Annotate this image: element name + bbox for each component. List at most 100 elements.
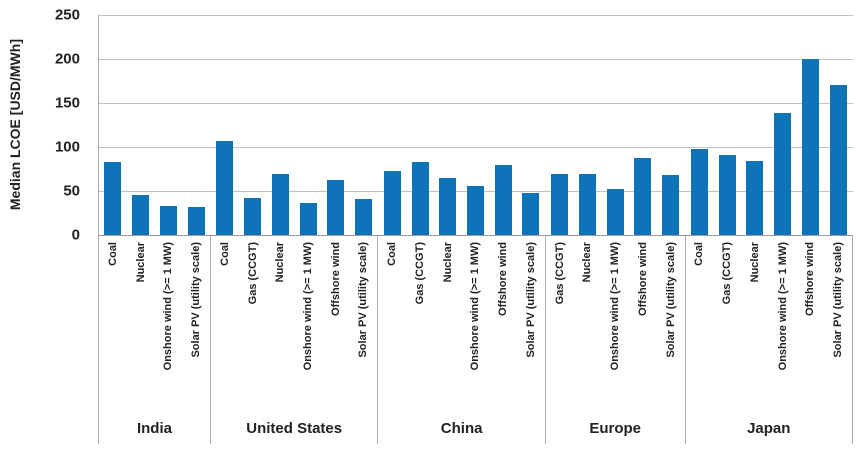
category-label-slot: Solar PV (utility scale) bbox=[824, 242, 852, 412]
bar-united-states-offshore-wind bbox=[327, 179, 345, 235]
bar-india-nuclear bbox=[132, 195, 150, 235]
category-label-slot: Solar PV (utility scale) bbox=[517, 242, 545, 412]
plot-wrap: Coal Nuclear Onshore wind (>= 1 MW) Solar P… bbox=[98, 15, 853, 444]
category-label-slot: Coal bbox=[99, 242, 127, 412]
y-tick-label-200: 200 bbox=[54, 50, 80, 68]
category-label-nuclear: Nuclear bbox=[748, 242, 761, 283]
bar-japan-coal bbox=[690, 148, 708, 235]
category-label-nuclear: Nuclear bbox=[441, 242, 454, 283]
bar-united-states-coal bbox=[216, 140, 234, 235]
bar-japan-offshore-wind bbox=[801, 59, 819, 235]
category-label-gas-ccgt: Gas (CCGT) bbox=[413, 242, 426, 305]
bar-india-coal bbox=[104, 161, 122, 235]
category-label-slot: Offshore wind bbox=[796, 242, 824, 412]
bar-slot bbox=[378, 15, 406, 235]
category-label-row: Gas (CCGT) Nuclear Onshore wind (>= 1 MW) O… bbox=[546, 235, 685, 412]
bar-japan-gas-ccgt bbox=[718, 154, 736, 235]
x-group-china: Coal Gas (CCGT) Nuclear Onshore wind (>= 1 … bbox=[377, 235, 544, 444]
bar-slot bbox=[824, 15, 852, 235]
y-tick-label-50: 50 bbox=[63, 182, 80, 200]
bar-china-coal bbox=[383, 170, 401, 235]
category-label-onshore-wind-1-mw: Onshore wind (>= 1 MW) bbox=[469, 242, 482, 371]
y-tick-label-150: 150 bbox=[54, 94, 80, 112]
bar-china-onshore-wind-1-mw bbox=[466, 185, 484, 235]
bar-slot bbox=[294, 15, 322, 235]
bar-europe-offshore-wind bbox=[634, 157, 652, 235]
category-label-coal: Coal bbox=[218, 242, 231, 266]
bar-china-solar-pv-utility-scale bbox=[522, 192, 540, 235]
category-label-slot: Offshore wind bbox=[322, 242, 350, 412]
bar-slot bbox=[629, 15, 657, 235]
category-label-slot: Solar PV (utility scale) bbox=[182, 242, 210, 412]
bar-slot bbox=[322, 15, 350, 235]
bar-europe-nuclear bbox=[578, 174, 596, 235]
category-label-slot: Nuclear bbox=[574, 242, 602, 412]
bar-slot bbox=[574, 15, 602, 235]
bar-slot bbox=[601, 15, 629, 235]
category-label-coal: Coal bbox=[106, 242, 119, 266]
category-label-offshore-wind: Offshore wind bbox=[636, 242, 649, 316]
category-label-slot: Offshore wind bbox=[629, 242, 657, 412]
category-label-slot: Nuclear bbox=[741, 242, 769, 412]
category-label-slot: Solar PV (utility scale) bbox=[350, 242, 378, 412]
category-label-slot: Gas (CCGT) bbox=[239, 242, 267, 412]
x-group-united-states: Coal Gas (CCGT) Nuclear Onshore wind (>= 1 … bbox=[209, 235, 378, 444]
gridline-200 bbox=[98, 59, 853, 60]
category-label-row: Coal Gas (CCGT) Nuclear Onshore wind (>= 1 … bbox=[686, 235, 852, 412]
bar-slot bbox=[741, 15, 769, 235]
bar-slot bbox=[155, 15, 183, 235]
category-label-nuclear: Nuclear bbox=[274, 242, 287, 283]
bar-india-solar-pv-utility-scale bbox=[187, 206, 205, 235]
bar-united-states-solar-pv-utility-scale bbox=[355, 198, 372, 235]
group-label-japan: Japan bbox=[747, 419, 791, 437]
plot-group-japan bbox=[685, 15, 852, 235]
bar-slot bbox=[434, 15, 462, 235]
category-label-slot: Gas (CCGT) bbox=[546, 242, 574, 412]
y-tick-label-250: 250 bbox=[54, 6, 80, 24]
y-tick-label-100: 100 bbox=[54, 138, 80, 156]
bar-japan-onshore-wind-1-mw bbox=[774, 112, 792, 235]
gridline-150 bbox=[98, 103, 853, 104]
group-label-india: India bbox=[136, 419, 172, 437]
category-label-coal: Coal bbox=[386, 242, 399, 266]
category-label-slot: Coal bbox=[686, 242, 714, 412]
bar-united-states-onshore-wind-1-mw bbox=[299, 203, 317, 235]
plot-group-india bbox=[98, 15, 210, 235]
category-label-slot: Solar PV (utility scale) bbox=[657, 242, 685, 412]
category-label-onshore-wind-1-mw: Onshore wind (>= 1 MW) bbox=[162, 242, 175, 371]
x-group-europe: Gas (CCGT) Nuclear Onshore wind (>= 1 MW) O… bbox=[544, 235, 685, 444]
bar-slot bbox=[546, 15, 574, 235]
bar-japan-solar-pv-utility-scale bbox=[829, 84, 847, 235]
bar-slot bbox=[211, 15, 239, 235]
category-label-gas-ccgt: Gas (CCGT) bbox=[553, 242, 566, 305]
category-label-offshore-wind: Offshore wind bbox=[497, 242, 510, 316]
category-label-solar-pv-utility-scale: Solar PV (utility scale) bbox=[524, 242, 537, 358]
bar-slot bbox=[99, 15, 127, 235]
bar-slot bbox=[796, 15, 824, 235]
bar-europe-solar-pv-utility-scale bbox=[662, 175, 680, 235]
category-label-slot: Onshore wind (>= 1 MW) bbox=[769, 242, 797, 412]
group-label-china: China bbox=[440, 419, 483, 437]
category-label-slot: Coal bbox=[211, 242, 239, 412]
category-label-onshore-wind-1-mw: Onshore wind (>= 1 MW) bbox=[301, 242, 314, 371]
bar-slot bbox=[266, 15, 294, 235]
category-label-slot: Gas (CCGT) bbox=[406, 242, 434, 412]
category-label-nuclear: Nuclear bbox=[581, 242, 594, 283]
x-group-japan: Coal Gas (CCGT) Nuclear Onshore wind (>= 1 … bbox=[684, 235, 852, 444]
group-label-europe: Europe bbox=[589, 419, 642, 437]
bar-united-states-gas-ccgt bbox=[244, 198, 262, 235]
category-label-slot: Onshore wind (>= 1 MW) bbox=[601, 242, 629, 412]
gridline-100 bbox=[98, 147, 853, 148]
category-label-slot: Nuclear bbox=[266, 242, 294, 412]
category-label-slot: Nuclear bbox=[127, 242, 155, 412]
bar-china-nuclear bbox=[439, 177, 457, 235]
category-label-offshore-wind: Offshore wind bbox=[329, 242, 342, 316]
category-label-slot: Onshore wind (>= 1 MW) bbox=[155, 242, 183, 412]
category-label-gas-ccgt: Gas (CCGT) bbox=[246, 242, 259, 305]
category-label-row: Coal Gas (CCGT) Nuclear Onshore wind (>= 1 … bbox=[378, 235, 544, 412]
category-label-row: Coal Nuclear Onshore wind (>= 1 MW) Solar P… bbox=[99, 235, 210, 412]
bar-slot bbox=[182, 15, 210, 235]
bar-china-offshore-wind bbox=[494, 164, 512, 235]
plot-group-china bbox=[377, 15, 544, 235]
